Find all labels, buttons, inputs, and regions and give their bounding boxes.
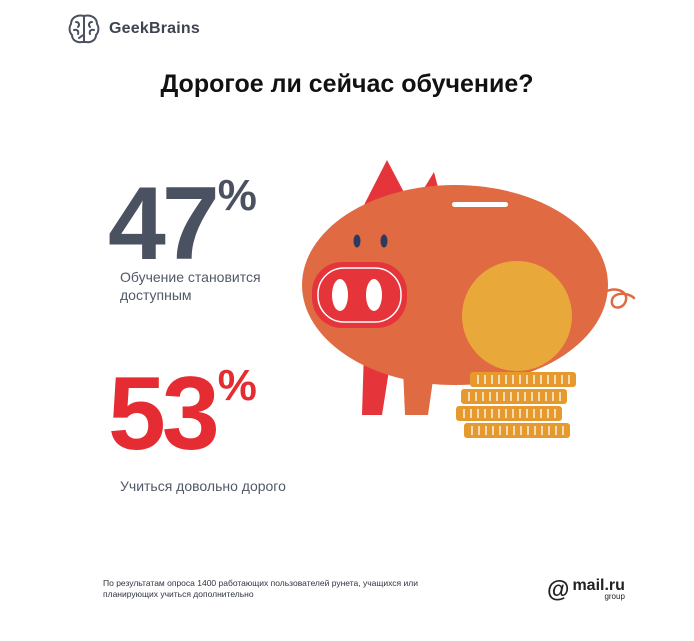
survey-footnote: По результатам опроса 1400 работающих по… — [103, 578, 418, 599]
pig-nostril-left — [332, 279, 348, 311]
stat-affordable-label: Обучение становится доступным — [120, 269, 261, 303]
coin-stack — [456, 372, 576, 438]
coin-on-pig — [462, 261, 572, 371]
pig-nostril-right — [366, 279, 382, 311]
mailru-group-label: group — [604, 592, 625, 601]
coin-slot — [452, 202, 508, 207]
geekbrains-logo: GeekBrains — [66, 11, 200, 47]
stat-expensive: 53 % — [108, 362, 257, 466]
stat-affordable-value: 47 — [108, 166, 220, 282]
mailru-group-logo: @ mail.ru group — [547, 578, 625, 601]
pig-leg-front — [402, 345, 438, 415]
page-title: Дорогое ли сейчас обучение? — [160, 70, 534, 98]
pig-eye-left — [353, 234, 361, 248]
mailru-brand: mail.ru — [572, 577, 625, 594]
brain-icon — [68, 14, 100, 44]
stat-expensive-label: Учиться довольно дорого — [120, 478, 286, 494]
stat-expensive-value: 53 — [108, 356, 220, 472]
stat-expensive-unit: % — [217, 361, 257, 410]
at-sign-icon: @ — [547, 576, 570, 602]
stat-affordable: 47 % — [108, 172, 257, 276]
pig-eye-right — [380, 234, 388, 248]
stat-affordable-unit: % — [217, 171, 257, 220]
logo-text: GeekBrains — [109, 20, 200, 37]
pig-snout — [312, 262, 407, 328]
pig-tail — [598, 288, 636, 309]
